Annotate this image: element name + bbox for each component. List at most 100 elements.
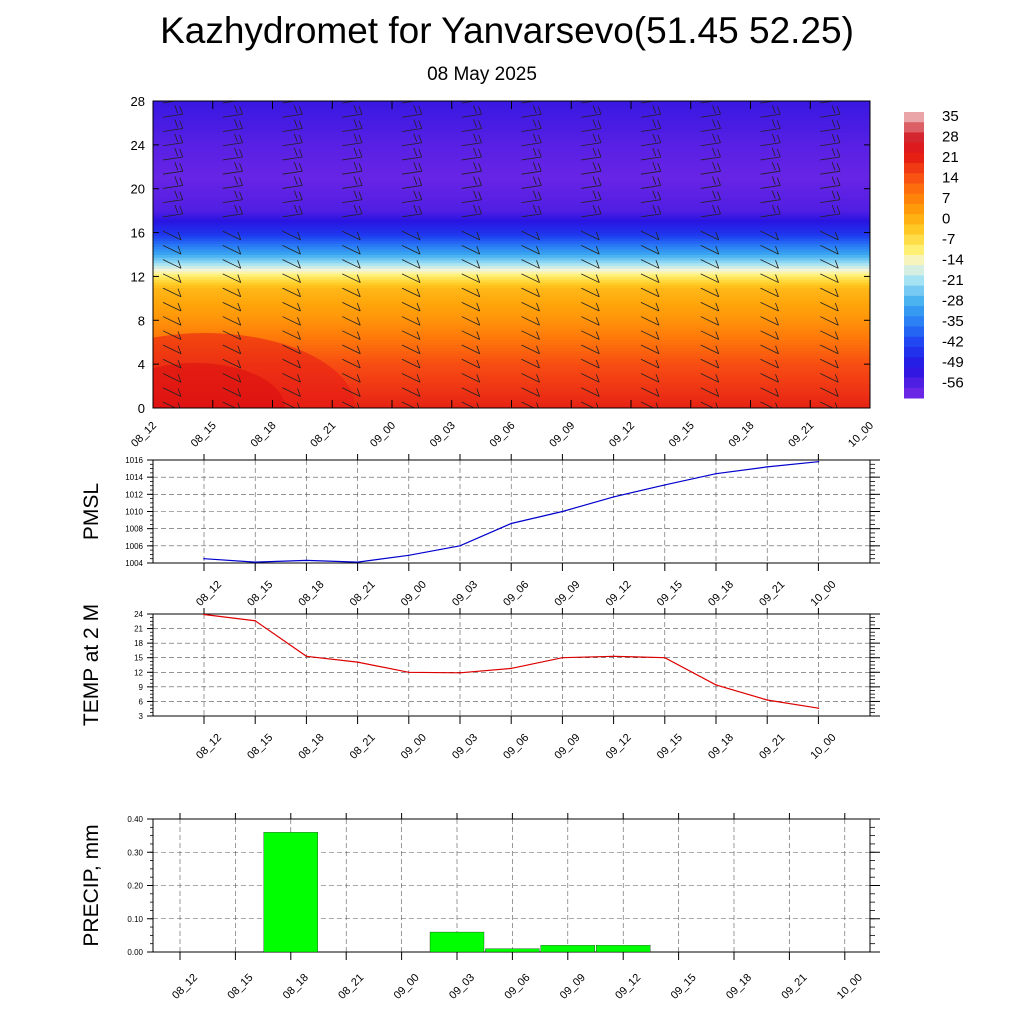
heatmap-band: [153, 303, 870, 308]
wind-barb: [640, 133, 662, 147]
colorbar-swatch: [904, 326, 924, 338]
heatmap-x-tick-label: 08_21: [308, 420, 338, 450]
heatmap-band: [153, 374, 870, 379]
wind-barb: [640, 101, 657, 104]
wind-barb: [282, 245, 301, 255]
x-tick-label: 09_18: [706, 579, 736, 609]
wind-barb: [461, 316, 481, 326]
wind-barb: [820, 273, 839, 283]
wind-barb: [342, 273, 361, 283]
heatmap-band: [153, 188, 870, 192]
wind-barb: [401, 162, 423, 175]
wind-barb: [640, 401, 659, 408]
y-tick-label: 6: [139, 697, 144, 706]
x-tick-label: 08_15: [245, 579, 275, 609]
y-axis-label: PRECIP, mm: [80, 824, 103, 946]
colorbar-swatch: [904, 357, 924, 368]
heatmap-x-tick-label: 09_15: [667, 420, 697, 450]
wind-barb: [880, 402, 898, 411]
heatmap-band: [153, 322, 870, 327]
wind-barb: [820, 147, 841, 161]
data-point: [561, 510, 564, 513]
wind-barb: [461, 358, 481, 369]
wind-barb: [401, 133, 423, 147]
wind-barb: [760, 147, 781, 161]
heatmap-band: [153, 377, 870, 382]
wind-barb: [700, 204, 721, 218]
heatmap-band: [153, 256, 870, 261]
wind-barb: [282, 259, 301, 269]
wind-barb: [162, 401, 181, 408]
y-tick-label: 1006: [125, 542, 143, 551]
y-tick-label: 0.10: [127, 915, 143, 924]
wind-barb: [581, 287, 600, 298]
wind-barb: [760, 330, 779, 340]
precip-bar: [263, 832, 318, 953]
wind-barb: [700, 119, 721, 132]
heatmap-band: [153, 138, 870, 143]
heatmap-band: [153, 355, 870, 360]
wind-barb: [521, 401, 539, 408]
wind-barb: [342, 101, 359, 104]
y-tick-label: 1008: [125, 525, 143, 534]
colorbar-swatch: [904, 132, 924, 144]
heatmap-x-tick-label: 10_00: [846, 420, 876, 450]
wind-barb: [222, 344, 242, 355]
heatmap-x-tick-label: 09_06: [488, 420, 518, 450]
wind-barb: [640, 204, 662, 218]
heatmap-band: [153, 391, 870, 395]
wind-barb: [521, 204, 542, 218]
wind-barb: [581, 330, 600, 340]
heatmap-y-tick-label: 0: [138, 401, 145, 416]
heatmap-band: [153, 270, 870, 275]
wind-barb: [222, 119, 243, 132]
heatmap-band: [153, 338, 870, 343]
wind-barb: [581, 230, 600, 241]
x-tick-label: 09_09: [552, 579, 582, 609]
wind-barb: [521, 119, 542, 132]
wind-barb: [162, 330, 182, 340]
wind-barb: [820, 401, 838, 408]
colorbar-label: 7: [942, 190, 950, 207]
data-point: [561, 656, 564, 659]
wind-barb: [342, 344, 361, 355]
wind-barb: [461, 273, 481, 283]
colorbar-swatch: [904, 316, 924, 327]
wind-barb: [700, 401, 719, 408]
wind-barb: [401, 119, 423, 132]
wind-barb: [880, 374, 898, 383]
wind-barb: [581, 245, 600, 255]
data-point: [612, 496, 615, 498]
wind-barb: [282, 387, 301, 397]
data-point: [203, 557, 205, 560]
heatmap-band: [153, 344, 870, 349]
heatmap-band: [153, 248, 870, 253]
data-point: [715, 472, 717, 475]
plot-frame: [152, 459, 871, 564]
wind-barb: [581, 147, 602, 161]
heatmap-band: [153, 366, 870, 371]
colorbar-swatch: [904, 224, 924, 236]
wind-barb: [282, 162, 303, 175]
wind-barb: [880, 317, 898, 326]
wind-barb: [880, 345, 898, 354]
wind-barb: [521, 358, 540, 369]
heatmap-band: [153, 229, 870, 234]
wind-barb: [222, 387, 242, 397]
wind-barb: [162, 287, 182, 298]
colorbar-label: -7: [942, 231, 955, 248]
wind-barb: [282, 273, 301, 283]
y-axis-label: TEMP at 2 M: [80, 604, 103, 726]
wind-barb: [581, 344, 600, 355]
x-tick-label: 09_15: [669, 972, 699, 1002]
wind-barb: [461, 119, 482, 132]
wind-barb: [461, 245, 481, 255]
wind-barb: [282, 204, 303, 218]
wind-barb: [700, 230, 720, 241]
wind-barb: [342, 105, 363, 118]
wind-barb: [162, 162, 184, 175]
colorbar-swatch: [904, 346, 924, 358]
x-tick-label: 09_00: [392, 972, 422, 1002]
heatmap-band: [153, 147, 870, 151]
